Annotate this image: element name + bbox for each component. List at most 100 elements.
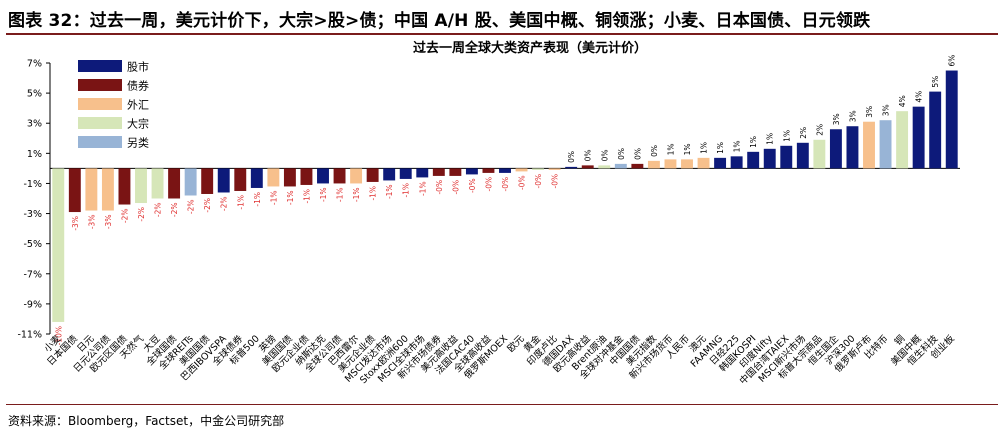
data-label: 0%	[650, 145, 659, 157]
bar	[300, 168, 313, 185]
data-label: -0%	[518, 175, 527, 190]
data-label: -1%	[319, 187, 328, 202]
data-label: -1%	[369, 186, 378, 201]
data-label: 4%	[915, 91, 924, 103]
bar	[250, 168, 263, 188]
y-tick-label: -3%	[24, 209, 43, 220]
data-label: 0%	[584, 149, 593, 161]
legend-label: 大宗	[127, 117, 149, 131]
source-note: 资料来源：Bloomberg，Factset，中金公司研究部	[8, 414, 285, 428]
bar	[482, 168, 495, 173]
bars	[52, 70, 958, 322]
data-label: 2%	[815, 124, 824, 136]
bar	[846, 126, 859, 169]
bar	[366, 168, 379, 182]
bar	[267, 168, 280, 187]
data-label: 3%	[848, 110, 857, 122]
data-label: 1%	[716, 142, 725, 154]
data-label: -1%	[352, 187, 361, 202]
data-label: 1%	[700, 142, 709, 154]
data-label: -0%	[435, 180, 444, 195]
bar	[399, 168, 412, 179]
bar	[829, 129, 842, 169]
bar	[333, 168, 346, 184]
data-label: -0%	[484, 177, 493, 192]
data-label: -2%	[187, 199, 196, 214]
x-tick-labels: 小麦日本国债日元日元公司债欧元区国债天然气大豆全球国债全球REITs美国国债巴西…	[41, 332, 957, 387]
bar	[863, 121, 875, 169]
bar	[763, 148, 776, 169]
bar	[697, 157, 710, 169]
data-label: 1%	[666, 143, 675, 155]
y-tick-label: 1%	[27, 149, 42, 160]
y-axis: 7% 5% 3% 1% -1% -3% -5% -7% -9% -11%	[17, 59, 960, 341]
bar	[118, 168, 131, 205]
data-label: -2%	[154, 203, 163, 218]
data-label: 4%	[898, 95, 907, 107]
data-label: -1%	[385, 184, 394, 199]
y-tick-label: 7%	[27, 59, 42, 70]
bar	[383, 168, 396, 181]
data-label: 3%	[832, 113, 841, 125]
bar	[631, 163, 644, 169]
bar	[813, 139, 826, 169]
data-label: -1%	[269, 190, 278, 205]
bar	[52, 168, 65, 322]
bar	[283, 168, 296, 187]
bar	[647, 160, 660, 169]
data-label: -3%	[71, 216, 80, 231]
bar	[135, 168, 147, 204]
bar-chart: 过去一周全球大类资产表现（美元计价） 7%5%3%1%-1%-3%-5%-7%-…	[17, 40, 960, 387]
bar	[201, 168, 214, 194]
data-label: -2%	[120, 209, 129, 224]
bar	[515, 168, 528, 172]
bar	[747, 151, 760, 169]
bar	[896, 111, 909, 169]
legend-swatch	[78, 117, 122, 129]
legend-label: 另类	[127, 136, 149, 150]
bar	[681, 159, 693, 169]
bar	[912, 106, 925, 169]
data-label: -3%	[104, 215, 113, 230]
legend-label: 债券	[127, 79, 149, 93]
data-label: 1%	[749, 136, 758, 148]
data-label: -1%	[336, 187, 345, 202]
bar	[416, 168, 429, 178]
data-label: -1%	[402, 183, 411, 198]
bar	[730, 156, 743, 169]
data-label: 0%	[600, 149, 609, 161]
data-label: -1%	[286, 190, 295, 205]
data-label: 1%	[782, 130, 791, 142]
bar	[317, 168, 329, 184]
data-label: 6%	[948, 55, 957, 67]
data-label: -10%	[54, 326, 63, 345]
bar	[945, 70, 958, 169]
data-label: 1%	[733, 140, 742, 152]
data-label: -1%	[418, 181, 427, 196]
y-tick-label: -5%	[24, 239, 43, 250]
bar	[449, 168, 462, 176]
bar	[184, 168, 197, 196]
legend-label: 股市	[127, 60, 149, 74]
data-label: -0%	[551, 174, 560, 189]
data-label: -0%	[534, 174, 543, 189]
y-tick-label: -7%	[24, 269, 43, 280]
bar	[565, 166, 578, 169]
data-label: 0%	[567, 151, 576, 163]
bar	[85, 168, 98, 211]
bar	[532, 168, 545, 170]
legend-swatch	[78, 136, 122, 148]
data-label: -0%	[451, 180, 460, 195]
footer-rule	[6, 404, 998, 405]
data-label: -1%	[236, 195, 245, 210]
bar	[598, 165, 611, 169]
bar	[714, 157, 727, 169]
data-label: -3%	[87, 215, 96, 230]
bar	[780, 145, 793, 169]
data-label: -1%	[253, 192, 262, 207]
data-label: -2%	[220, 196, 229, 211]
data-label: -0%	[468, 178, 477, 193]
title-rule	[6, 33, 998, 35]
bar	[614, 163, 627, 169]
